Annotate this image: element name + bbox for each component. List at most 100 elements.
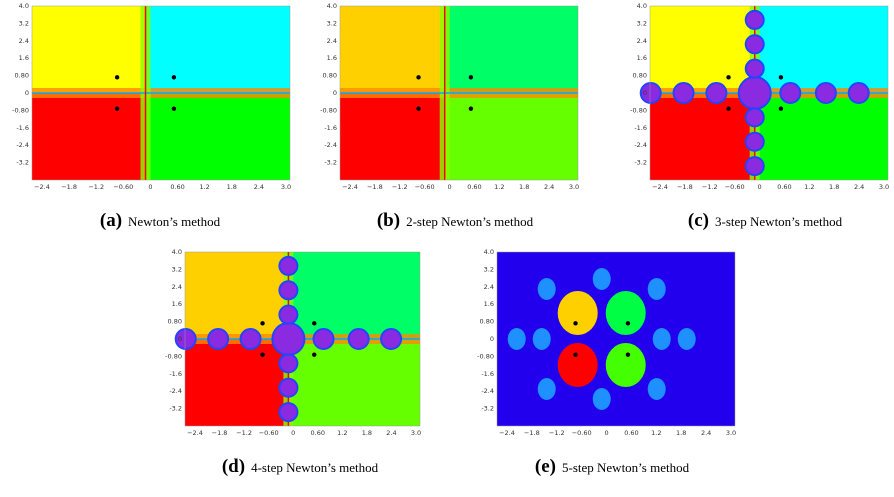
frame <box>649 5 889 181</box>
y-tick-label: -3.2 <box>169 405 182 413</box>
blob <box>537 378 556 400</box>
caption: (e) 5-step Newton’s method <box>535 456 690 477</box>
basin <box>288 252 420 339</box>
x-tick-label: −1.8 <box>677 183 693 191</box>
x-tick-label: 0 <box>291 429 295 437</box>
x-tick-label: 0 <box>148 183 152 191</box>
root <box>573 321 578 326</box>
x-tick-label: 0.60 <box>467 183 481 191</box>
x-tick-label: 2.4 <box>854 183 864 191</box>
x-tick-label: −1.8 <box>367 183 383 191</box>
blob <box>744 58 765 79</box>
blob <box>380 328 403 350</box>
x-tick-label: 1.8 <box>227 183 237 191</box>
y-tick-label: -2.4 <box>634 141 647 149</box>
y-tick-label: -0.80 <box>320 106 337 114</box>
blob <box>847 82 870 104</box>
blob <box>744 156 765 177</box>
blob <box>705 82 728 104</box>
basin-image <box>32 6 290 180</box>
basin <box>650 93 755 180</box>
root <box>573 352 578 357</box>
y-tick-label: 4.0 <box>172 248 182 256</box>
basin <box>145 93 290 180</box>
basin <box>145 6 290 93</box>
y-tick-label: 4.0 <box>637 2 647 10</box>
blob <box>605 291 646 335</box>
caption: (d) 4-step Newton’s method <box>222 456 379 477</box>
blob <box>779 82 802 104</box>
x-tick-label: −1.2 <box>88 183 104 191</box>
blob <box>507 328 526 350</box>
x-tick-label: 3.0 <box>411 429 421 437</box>
x-tick-label: −1.8 <box>212 429 228 437</box>
panel: 4.0 3.2 2.4 1.6 0.80 0 -0.80 -1.6 -2.4 -3.2 −2.4 −1… <box>630 2 889 231</box>
x-tick-label: 1.2 <box>804 183 814 191</box>
y-tick-label: 2.4 <box>327 37 337 45</box>
y-tick-label: -0.80 <box>12 106 29 114</box>
y-tick-label: 3.2 <box>637 19 647 27</box>
blob <box>278 280 299 301</box>
y-tick-label: 0.80 <box>480 318 494 326</box>
frame <box>339 5 579 181</box>
blob <box>744 107 765 128</box>
caption: (b) 2-step Newton’s method <box>377 210 534 231</box>
y-tick-label: 3.2 <box>19 19 29 27</box>
x-tick-label: −2.4 <box>499 429 515 437</box>
basin <box>754 93 888 180</box>
basin-image <box>497 252 735 426</box>
x-tick-label: −0.60 <box>113 183 133 191</box>
root <box>726 75 731 80</box>
x-tick-label: −0.60 <box>572 429 592 437</box>
y-tick-label: 4.0 <box>19 2 29 10</box>
blob <box>672 82 695 104</box>
blob <box>605 343 646 387</box>
blob <box>537 278 556 300</box>
basin-image <box>340 6 578 180</box>
panel-label: (a) <box>100 210 122 231</box>
caption-text: 5-step Newton’s method <box>562 460 690 475</box>
root <box>416 75 421 80</box>
y-tick-label: 0 <box>25 89 29 97</box>
y-tick-label: 3.2 <box>172 265 182 273</box>
root <box>625 321 631 326</box>
blob <box>312 328 335 350</box>
x-tick-label: 1.2 <box>651 429 661 437</box>
x-tick-label: −1.2 <box>549 429 565 437</box>
x-tick-label: 0 <box>447 183 451 191</box>
x-tick-label: −1.8 <box>61 183 77 191</box>
y-tick-label: 4.0 <box>327 2 337 10</box>
panel: 4.0 3.2 2.4 1.6 0.80 0 -0.80 -1.6 -2.4 -3.2 −2.4 −1… <box>477 248 736 477</box>
blob <box>744 34 765 55</box>
x-tick-label: 1.8 <box>829 183 839 191</box>
x-tick-label: 2.4 <box>386 429 396 437</box>
x-tick-label: 2.4 <box>544 183 554 191</box>
basin <box>32 93 146 180</box>
y-tick-label: -1.6 <box>16 124 29 132</box>
blob <box>737 76 772 110</box>
y-tick-label: -0.80 <box>477 352 494 360</box>
x-tick-label: 3.0 <box>569 183 579 191</box>
y-tick-label: 0.80 <box>323 72 337 80</box>
y-tick-label: 2.4 <box>19 37 29 45</box>
y-tick-label: -0.80 <box>165 352 182 360</box>
root <box>114 75 120 80</box>
frame <box>184 251 421 427</box>
x-tick-label: 3.0 <box>726 429 736 437</box>
x-tick-label: −1.8 <box>524 429 540 437</box>
y-tick-label: -1.6 <box>169 370 182 378</box>
basin <box>32 6 146 93</box>
panel-label: (e) <box>535 456 556 477</box>
root <box>260 352 265 357</box>
y-tick-label: 0 <box>490 335 494 343</box>
basin <box>288 339 420 426</box>
y-tick-label: -1.6 <box>324 124 337 132</box>
basin <box>185 252 289 339</box>
basin <box>444 6 578 93</box>
basin <box>650 6 755 93</box>
panel-label: (d) <box>222 456 245 477</box>
blob <box>557 343 598 387</box>
blob <box>592 388 611 410</box>
y-tick-label: 1.6 <box>637 54 647 62</box>
